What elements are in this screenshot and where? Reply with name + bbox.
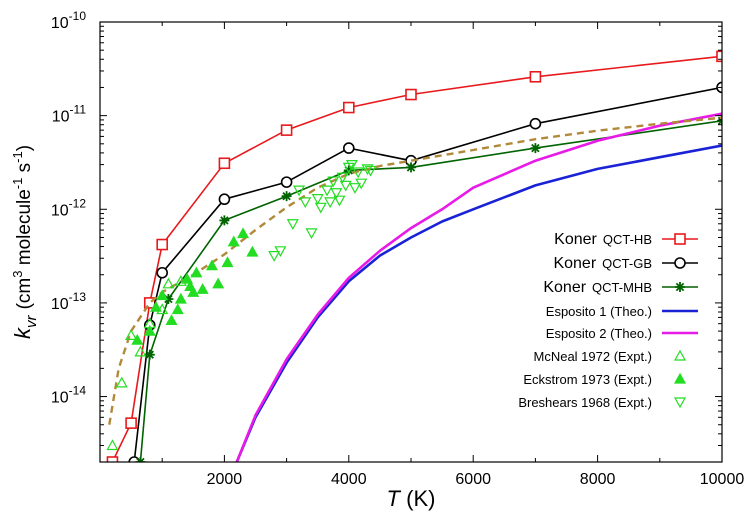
legend-marker-koner-qct-gb	[674, 257, 686, 269]
breshears-1968-expt-point	[336, 172, 349, 184]
breshears-1968-expt-point	[361, 164, 374, 176]
legend-label-esposito-2-theo: Esposito 2 (Theo.)	[546, 326, 652, 341]
koner-qct-mhb-point	[343, 165, 354, 176]
breshears-1968-expt-point	[349, 183, 362, 194]
breshears-1968-expt-point	[293, 185, 306, 197]
legend-label-mcneal-1972-expt: McNeal 1972 (Expt.)	[534, 349, 653, 364]
breshears-1968-expt-point	[333, 195, 346, 207]
eckstrom-1973-expt-point	[181, 272, 194, 284]
y-tick-label: 10-14	[51, 384, 86, 407]
breshears-1968-expt-point	[339, 180, 352, 192]
koner-qct-hb-point	[156, 238, 168, 251]
eckstrom-1973-expt-point	[237, 227, 250, 239]
koner-qct-hb-point	[106, 456, 119, 462]
eckstrom-1973-expt-point	[196, 282, 209, 294]
koner-qct-gb-point	[128, 456, 141, 462]
eckstrom-1973-expt-point	[246, 245, 259, 257]
y-tick-label: 10-10	[51, 9, 86, 32]
koner-qct-gb-point	[280, 176, 293, 188]
eckstrom-1973-expt-point	[131, 333, 144, 345]
koner-qct-hb-point	[342, 101, 355, 114]
koner-qct-mhb-point	[219, 215, 230, 226]
breshears-1968-expt-point	[321, 185, 334, 197]
breshears-1968-expt-point	[286, 219, 299, 231]
koner-qct-gb-point	[342, 142, 355, 154]
koner-qct-mhb-point	[406, 162, 416, 173]
legend: Koner QCT-HB Koner QCT-GB Koner QCT-MHB Esposi…	[518, 231, 698, 410]
eckstrom-1973-expt-point	[221, 256, 234, 268]
koner-qct-mhb-point	[281, 191, 292, 202]
koner-qct-hb-point	[280, 124, 293, 136]
mcneal-1972-expt-point	[115, 376, 128, 388]
eckstrom-1973-expt-point	[187, 286, 200, 297]
legend-label-breshears-1968-expt: Breshears 1968 (Expt.)	[518, 395, 652, 410]
eckstrom-1973-expt-point	[212, 277, 225, 289]
koner-qct-mhb-point	[530, 143, 541, 154]
koner-qct-hb-point	[405, 88, 417, 101]
x-tick-label: 6000	[455, 471, 491, 488]
koner-qct-mhb-point	[163, 294, 174, 305]
koner-qct-hb-point	[716, 50, 722, 63]
x-tick-label: 2000	[207, 471, 243, 488]
y-axis-label: kvr (cm3 molecule-1 s-1)	[10, 145, 40, 339]
breshears-1968-expt-point	[330, 188, 343, 200]
eckstrom-1973-expt-point	[205, 259, 218, 271]
mcneal-1972-expt-point	[162, 277, 175, 289]
eckstrom-1973-expt-point	[149, 300, 162, 312]
legend-label-esposito-1-theo: Esposito 1 (Theo.)	[546, 304, 652, 319]
y-tick-label: 10-13	[51, 290, 86, 313]
breshears-1968-expt-point	[324, 197, 337, 209]
mcneal-1972-expt-point	[125, 329, 138, 340]
legend-marker-mcneal-1972-expt	[673, 349, 687, 361]
x-tick-label: 10000	[700, 471, 745, 488]
legend-marker-koner-qct-mhb	[675, 282, 685, 292]
mcneal-1972-expt-point	[106, 439, 119, 451]
legend-marker-eckstrom-1973-expt	[673, 372, 687, 384]
breshears-1968-expt-point	[299, 197, 312, 209]
eckstrom-1973-expt-point	[156, 289, 169, 301]
eckstrom-1973-expt-point	[143, 324, 156, 336]
legend-marker-koner-qct-hb	[674, 233, 686, 245]
y-tick-label: 10-12	[51, 196, 86, 219]
breshears-1968-expt-point	[352, 167, 365, 179]
x-tick-label: 8000	[580, 471, 616, 488]
legend-label-eckstrom-1973-expt: Eckstrom 1973 (Expt.)	[523, 372, 652, 387]
koner-qct-hb-point	[218, 157, 231, 170]
eckstrom-1973-expt-point	[190, 266, 203, 278]
tick-layer: 2000 4000 6000 8000 10000 10-10 10-11 10-12 10-1…	[51, 9, 744, 488]
legend-label-koner-qct-gb: Koner QCT-GB	[553, 255, 652, 272]
legend-marker-breshears-1968-expt	[673, 397, 687, 409]
koner-qct-hb-line	[111, 55, 722, 462]
koner-qct-hb-point	[125, 417, 137, 429]
breshears-1968-expt-point	[305, 228, 318, 240]
breshears-1968-expt-point	[274, 246, 287, 258]
breshears-1968-expt-point	[327, 176, 340, 188]
eckstrom-1973-expt-point	[227, 235, 240, 247]
eckstrom-1973-expt-point	[165, 314, 178, 326]
eckstrom-1973-expt-point	[174, 292, 187, 304]
legend-label-koner-qct-mhb: Koner QCT-MHB	[543, 279, 652, 296]
y-tick-label: 10-11	[52, 103, 87, 126]
breshears-1968-expt-point	[311, 194, 324, 205]
breshears-1968-expt-point	[364, 165, 377, 177]
eckstrom-1973-expt-point	[171, 303, 184, 315]
breshears-1968-expt-point	[345, 159, 358, 171]
esposito-2-theo-line	[235, 112, 722, 462]
koner-qct-mhb-point	[144, 349, 155, 360]
koner-qct-hb-point	[529, 70, 542, 83]
breshears-1968-expt-point	[355, 178, 368, 190]
breshears-1968-expt-point	[314, 202, 327, 214]
x-tick-label: 4000	[331, 471, 367, 488]
series-layer	[106, 50, 722, 462]
legend-label-koner-qct-hb: Koner QCT-HB	[554, 231, 652, 248]
esposito-1-theo-line	[235, 144, 722, 462]
breshears-1968-expt-point	[268, 251, 281, 262]
koner-qct-gb-point	[529, 117, 542, 130]
koner-qct-gb-point	[218, 193, 231, 206]
x-axis-label: T (K)	[387, 486, 436, 511]
koner-qct-gb-point	[156, 266, 168, 279]
mcneal-1972-expt-point	[134, 345, 147, 357]
